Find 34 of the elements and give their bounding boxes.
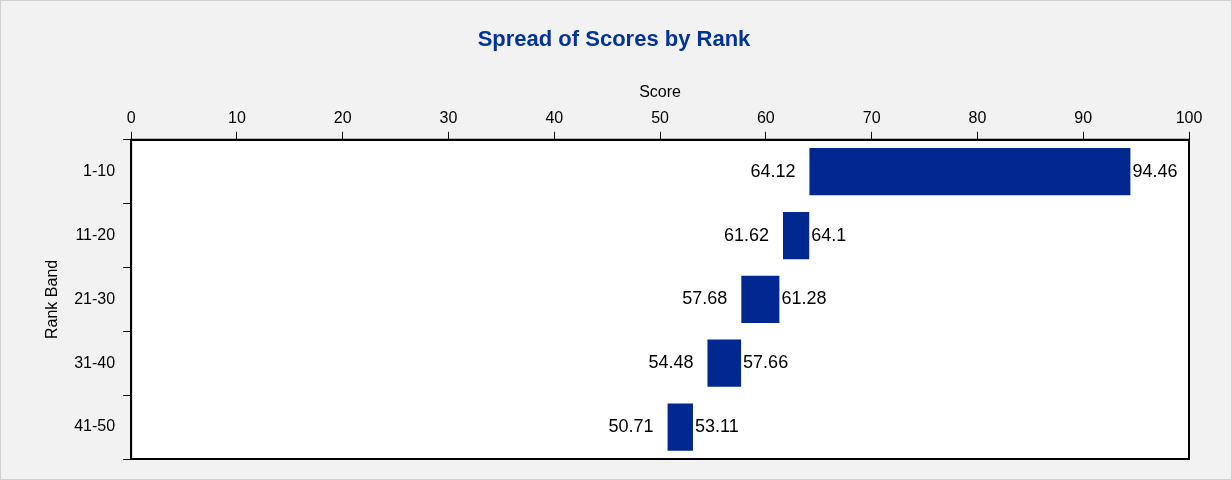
bar [667,403,693,451]
y-tick-label: 1-10 [83,162,116,180]
bar [809,148,1131,196]
y-tick-label: 21-30 [74,289,116,307]
x-axis-title: Score [639,83,682,101]
y-tick-label: 31-40 [74,353,116,371]
y-tick-label: 11-20 [75,225,116,243]
annotation: 64.12 [750,160,796,181]
annotation: 64.1 [811,224,847,245]
annotation: 53.11 [694,416,739,437]
y-tick-label: 41-50 [74,417,116,435]
x-tick-label: 50 [651,108,670,126]
x-tick-label: 80 [968,108,987,126]
y-axis-title: Rank Band [43,259,61,339]
x-tick-label: 100 [1175,108,1203,126]
x-tick-label: 60 [756,108,775,126]
annotation: 54.48 [648,352,694,373]
x-tick-label: 70 [862,108,881,126]
annotation: 57.66 [743,352,789,373]
chart-title: Spread of Scores by Rank [477,26,752,52]
x-tick-label: 40 [545,108,564,126]
x-tick-label: 20 [333,108,352,126]
x-tick-label: 0 [126,108,136,126]
x-tick-label: 10 [228,108,246,126]
x-tick-label: 30 [439,108,458,126]
bar [782,211,810,260]
annotation: 61.62 [723,224,769,245]
bar [741,275,780,324]
x-tick-label: 90 [1074,108,1093,126]
annotation: 57.68 [682,288,728,309]
annotation: 61.28 [781,288,827,309]
annotation: 94.46 [1132,160,1178,181]
annotation: 50.71 [608,416,654,437]
bar [707,339,742,387]
